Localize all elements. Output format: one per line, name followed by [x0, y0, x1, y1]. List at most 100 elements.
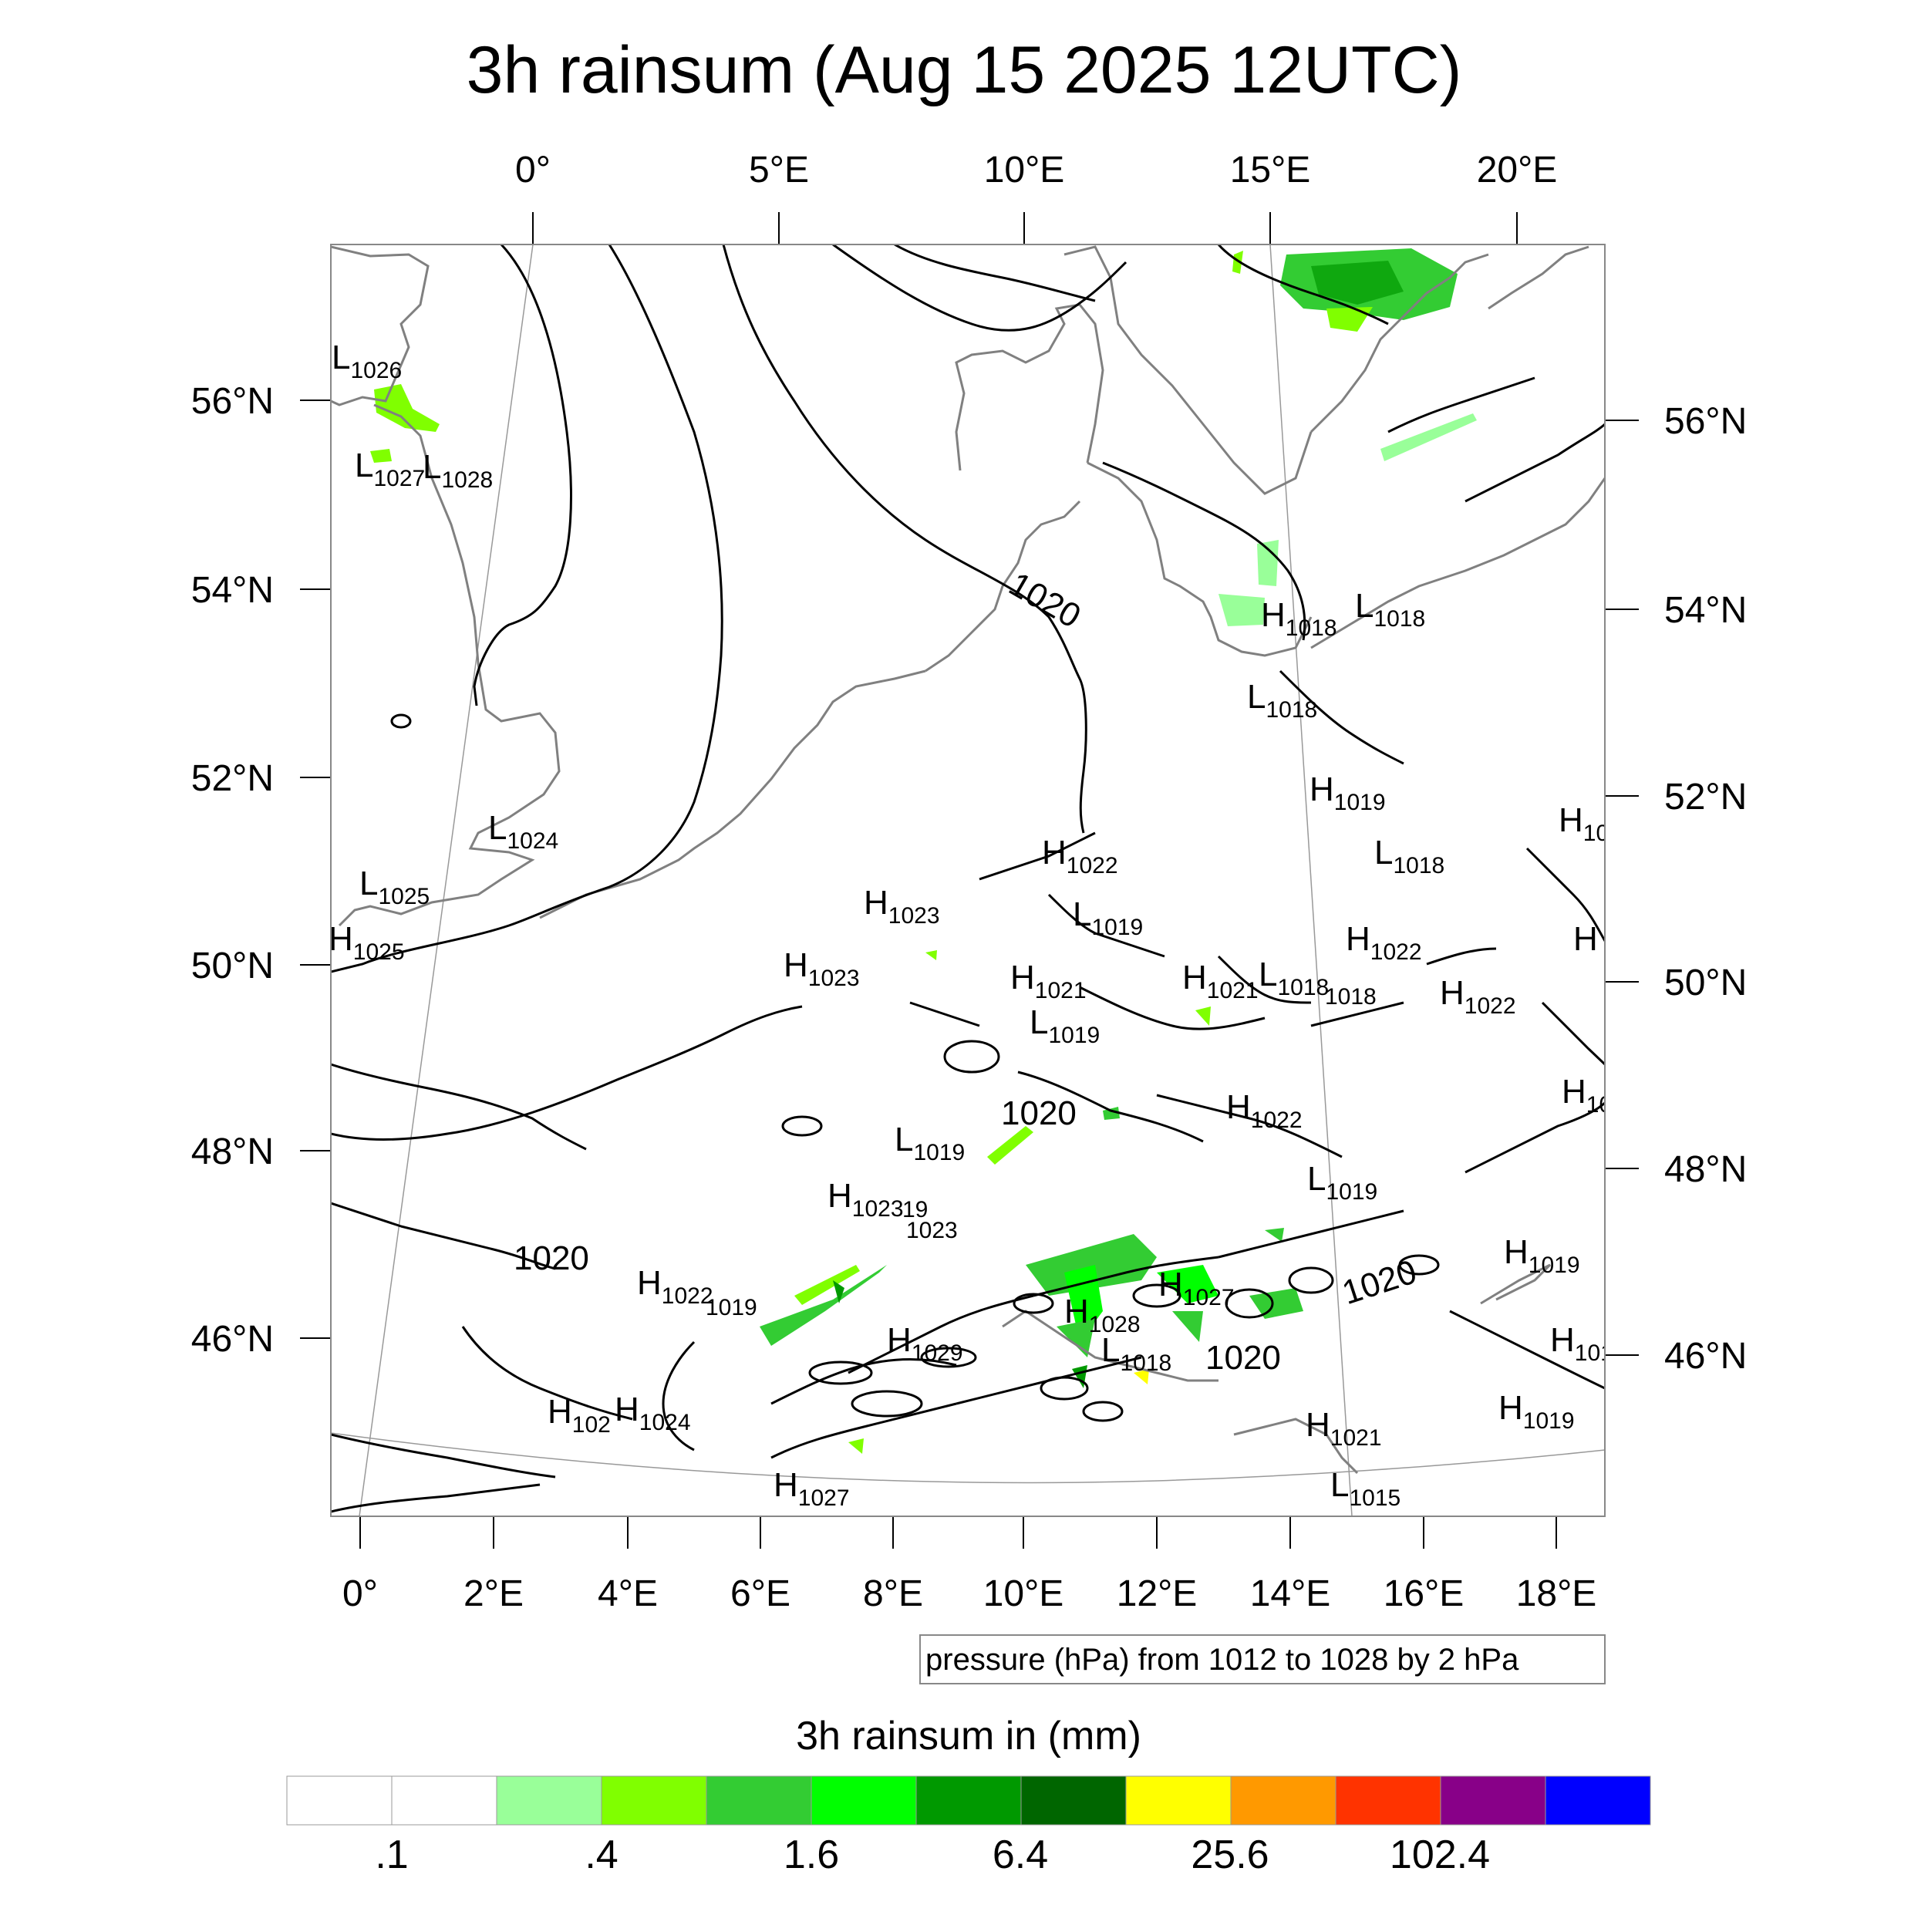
colorbar-label: .1: [375, 1833, 408, 1877]
bottom-tick-label: 4°E: [598, 1573, 658, 1614]
pressure-center-label: H1022: [1042, 834, 1118, 878]
bottom-tick-label: 14°E: [1250, 1573, 1331, 1614]
colorbar-swatch: [1020, 1775, 1127, 1826]
pressure-center-label: 19: [902, 1197, 928, 1222]
isobars: [331, 244, 1605, 1513]
pressure-center-label: H1029: [887, 1321, 963, 1366]
top-longitude-axis: 0° 5°E 10°E 15°E 20°E: [515, 150, 1557, 245]
pressure-center-label: L1026: [332, 339, 402, 383]
colorbar-swatch: [391, 1775, 497, 1826]
pressure-center-label: H1021: [1010, 959, 1087, 1003]
pressure-center-label: H1028: [1064, 1293, 1141, 1337]
top-tick-label: 10°E: [984, 150, 1065, 191]
pressure-center-label: L1027: [355, 447, 425, 491]
colorbar-swatch: [496, 1775, 602, 1826]
pressure-center-label: L1025: [359, 865, 430, 909]
map-plot-area: 1020 1020 1020 1020 1020 L1026 L1027 L10…: [329, 244, 1613, 1516]
top-tick-label: 0°: [515, 150, 551, 191]
colorbar-swatch: [915, 1775, 1022, 1826]
pressure-center-label: L1018: [1101, 1331, 1171, 1376]
pressure-center-label: H1023: [864, 884, 940, 929]
bottom-tick-label: 6°E: [730, 1573, 790, 1614]
right-tick-label: 54°N: [1664, 590, 1747, 631]
pressure-center-label: H101: [1550, 1321, 1613, 1366]
pressure-center-label: 1018: [1325, 984, 1377, 1010]
graticule: [331, 244, 1605, 1516]
coastlines: [331, 245, 1605, 1475]
rainfall-areas: [370, 248, 1477, 1454]
colorbar-swatch: [1335, 1775, 1441, 1826]
right-tick-label: 50°N: [1664, 963, 1747, 1003]
pressure-center-label: H1027: [774, 1466, 850, 1511]
bottom-tick-label: 10°E: [983, 1573, 1064, 1614]
pressure-center-label: 1023: [906, 1218, 958, 1243]
colorbar-swatch: [601, 1775, 707, 1826]
top-tick-label: 5°E: [749, 150, 809, 191]
bottom-tick-label: 18°E: [1516, 1573, 1597, 1614]
bottom-tick-label: 8°E: [863, 1573, 923, 1614]
pressure-center-label: L1018: [1355, 587, 1425, 632]
pressure-center-label: H10: [1562, 1073, 1612, 1118]
pressure-center-label: L1019: [1030, 1003, 1100, 1048]
isobar-label: 1020: [1205, 1339, 1281, 1377]
colorbar-title: 3h rainsum in (mm): [796, 1714, 1141, 1758]
right-latitude-axis: 56°N 54°N 52°N 50°N 48°N 46°N: [1605, 401, 1747, 1377]
top-tick-label: 20°E: [1477, 150, 1558, 191]
colorbar-swatch: [1230, 1775, 1336, 1826]
bottom-tick-label: 0°: [342, 1573, 378, 1614]
map-frame: [330, 244, 1606, 1517]
pressure-center-label: H1019: [1309, 770, 1386, 815]
bottom-tick-label: 16°E: [1384, 1573, 1465, 1614]
pressure-center-label: H1018: [1261, 596, 1337, 641]
pressure-center-label: H1022: [637, 1264, 713, 1309]
pressure-center-label: H1023: [827, 1177, 904, 1222]
pressure-center-label: H1019: [1498, 1389, 1575, 1434]
left-tick-label: 54°N: [191, 570, 274, 611]
left-tick-label: 48°N: [191, 1131, 274, 1172]
pressure-center-label: H1027: [1158, 1266, 1235, 1310]
pressure-center-label: L1024: [488, 809, 558, 854]
colorbar: [286, 1775, 1651, 1826]
bottom-tick-label: 12°E: [1117, 1573, 1198, 1614]
colorbar-swatch: [1125, 1775, 1232, 1826]
pressure-center-label: H10: [1559, 801, 1609, 846]
left-tick-label: 46°N: [191, 1319, 274, 1360]
right-tick-label: 52°N: [1664, 777, 1747, 818]
colorbar-label: .4: [585, 1833, 618, 1877]
isobar-label: 1020: [514, 1239, 589, 1277]
map-title: 3h rainsum (Aug 15 2025 12UTC): [467, 33, 1462, 107]
colorbar-labels: .1 .4 1.6 6.4 25.6 102.4: [375, 1833, 1490, 1877]
left-tick-label: 56°N: [191, 381, 274, 422]
colorbar-swatch: [1440, 1775, 1546, 1826]
pressure-center-label: H1021: [1182, 959, 1259, 1003]
pressure-center-label: H1025: [329, 920, 405, 965]
colorbar-swatch: [706, 1775, 812, 1826]
left-tick-label: 50°N: [191, 946, 274, 986]
pressure-center-label: L1019: [1307, 1160, 1377, 1205]
pressure-center-label: H1024: [615, 1391, 691, 1435]
colorbar-label: 25.6: [1191, 1833, 1269, 1877]
bottom-longitude-axis: 0° 2°E 4°E 6°E 8°E 10°E 12°E 14°E 16°E 1…: [342, 1516, 1596, 1614]
colorbar-label: 102.4: [1390, 1833, 1490, 1877]
pressure-center-label: L1028: [423, 448, 493, 493]
pressure-center-label: H1022: [1226, 1088, 1303, 1133]
pressure-center-label: 1019: [706, 1295, 757, 1320]
pressure-center-label: H1019: [1504, 1233, 1580, 1278]
right-tick-label: 46°N: [1664, 1336, 1747, 1377]
pressure-center-label: L1019: [895, 1121, 965, 1165]
colorbar-label: 1.6: [784, 1833, 839, 1877]
pressure-center-label: L1015: [1330, 1466, 1400, 1511]
pressure-center-label: H1022: [1440, 974, 1516, 1019]
colorbar-swatch: [286, 1775, 393, 1826]
right-tick-label: 48°N: [1664, 1149, 1747, 1190]
colorbar-label: 6.4: [993, 1833, 1048, 1877]
right-tick-label: 56°N: [1664, 401, 1747, 442]
pressure-center-label: H1021: [1306, 1406, 1382, 1451]
pressure-center-label: H1022: [1346, 920, 1422, 965]
pressure-center-label: L1018: [1259, 956, 1329, 1000]
colorbar-swatch: [811, 1775, 917, 1826]
pressure-center-label: H1023: [784, 946, 860, 991]
bottom-tick-label: 2°E: [463, 1573, 524, 1614]
isobar-label: 1020: [1001, 1094, 1077, 1132]
